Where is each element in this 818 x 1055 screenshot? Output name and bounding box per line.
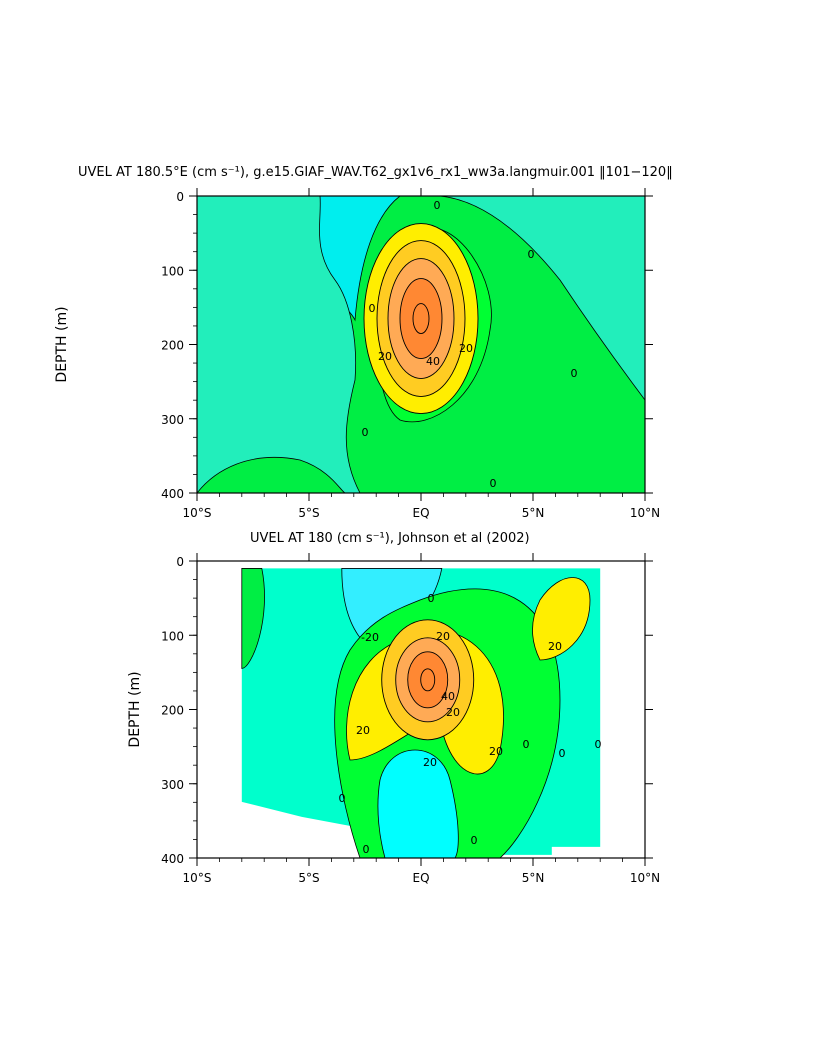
x-tick-label: 10°N bbox=[630, 506, 660, 520]
y-tick-label: 200 bbox=[161, 339, 184, 353]
x-tick-label: 5°S bbox=[298, 506, 319, 520]
y-tick-label: 400 bbox=[161, 852, 184, 866]
contour-label: 0 bbox=[428, 592, 435, 605]
y-tick-label: 100 bbox=[161, 629, 184, 643]
contour-label: 20 bbox=[356, 724, 370, 737]
contour-label: 0 bbox=[369, 302, 376, 315]
contour-label: 40 bbox=[441, 690, 455, 703]
contour-label: 20 bbox=[459, 342, 473, 355]
contour-label: 20 bbox=[548, 640, 562, 653]
contour-label: 0 bbox=[471, 834, 478, 847]
x-tick-label: EQ bbox=[412, 506, 429, 520]
x-tick-label: 5°N bbox=[522, 506, 545, 520]
contour-label: 20 bbox=[489, 745, 503, 758]
contour-fill bbox=[197, 196, 645, 493]
x-tick-label: EQ bbox=[412, 871, 429, 885]
y-tick-label: 0 bbox=[176, 555, 184, 569]
contour-fill bbox=[197, 561, 645, 858]
contour-label: 0 bbox=[362, 426, 369, 439]
contour-label: 0 bbox=[363, 843, 370, 856]
y-tick-label: 300 bbox=[161, 778, 184, 792]
band-west-edge bbox=[241, 568, 265, 669]
x-tick-label: 5°N bbox=[522, 871, 545, 885]
y-tick-label: 0 bbox=[176, 190, 184, 204]
band-deep-negative bbox=[377, 749, 459, 858]
contour-label: 0 bbox=[559, 747, 566, 760]
contour-label: 20 bbox=[378, 350, 392, 363]
band-20-east bbox=[532, 577, 591, 661]
contour-label: 0 bbox=[434, 199, 441, 212]
contour-label: 0 bbox=[490, 477, 497, 490]
band-west bbox=[197, 196, 361, 493]
x-tick-label: 5°S bbox=[298, 871, 319, 885]
top-panel-title: UVEL AT 180.5°E (cm s⁻¹), g.e15.GIAF_WAV… bbox=[78, 165, 673, 180]
contour-label: 0 bbox=[523, 738, 530, 751]
y-axis-label: DEPTH (m) bbox=[127, 671, 143, 747]
y-tick-label: 200 bbox=[161, 704, 184, 718]
y-axis-label: DEPTH (m) bbox=[54, 306, 70, 382]
band-east bbox=[439, 196, 645, 401]
x-tick-label: 10°S bbox=[183, 871, 212, 885]
y-tick-label: 300 bbox=[161, 413, 184, 427]
core-contour bbox=[420, 668, 436, 692]
y-tick-label: 400 bbox=[161, 487, 184, 501]
contour-label: 0 bbox=[339, 792, 346, 805]
contour-label: 20 bbox=[423, 756, 437, 769]
contour-label: 20 bbox=[436, 630, 450, 643]
x-tick-label: 10°N bbox=[630, 871, 660, 885]
contour-label: 0 bbox=[595, 738, 602, 751]
bottom-panel-title: UVEL AT 180 (cm s⁻¹), Johnson et al (200… bbox=[250, 531, 530, 546]
band-southwest bbox=[197, 456, 346, 493]
contour-label: 0 bbox=[571, 367, 578, 380]
y-tick-label: 100 bbox=[161, 264, 184, 278]
contour-label: 40 bbox=[426, 355, 440, 368]
x-tick-label: 10°S bbox=[183, 506, 212, 520]
contour-label: -20 bbox=[361, 631, 379, 644]
contour-label: 0 bbox=[528, 248, 535, 261]
core-contour bbox=[412, 303, 430, 334]
contour-label: 20 bbox=[446, 706, 460, 719]
